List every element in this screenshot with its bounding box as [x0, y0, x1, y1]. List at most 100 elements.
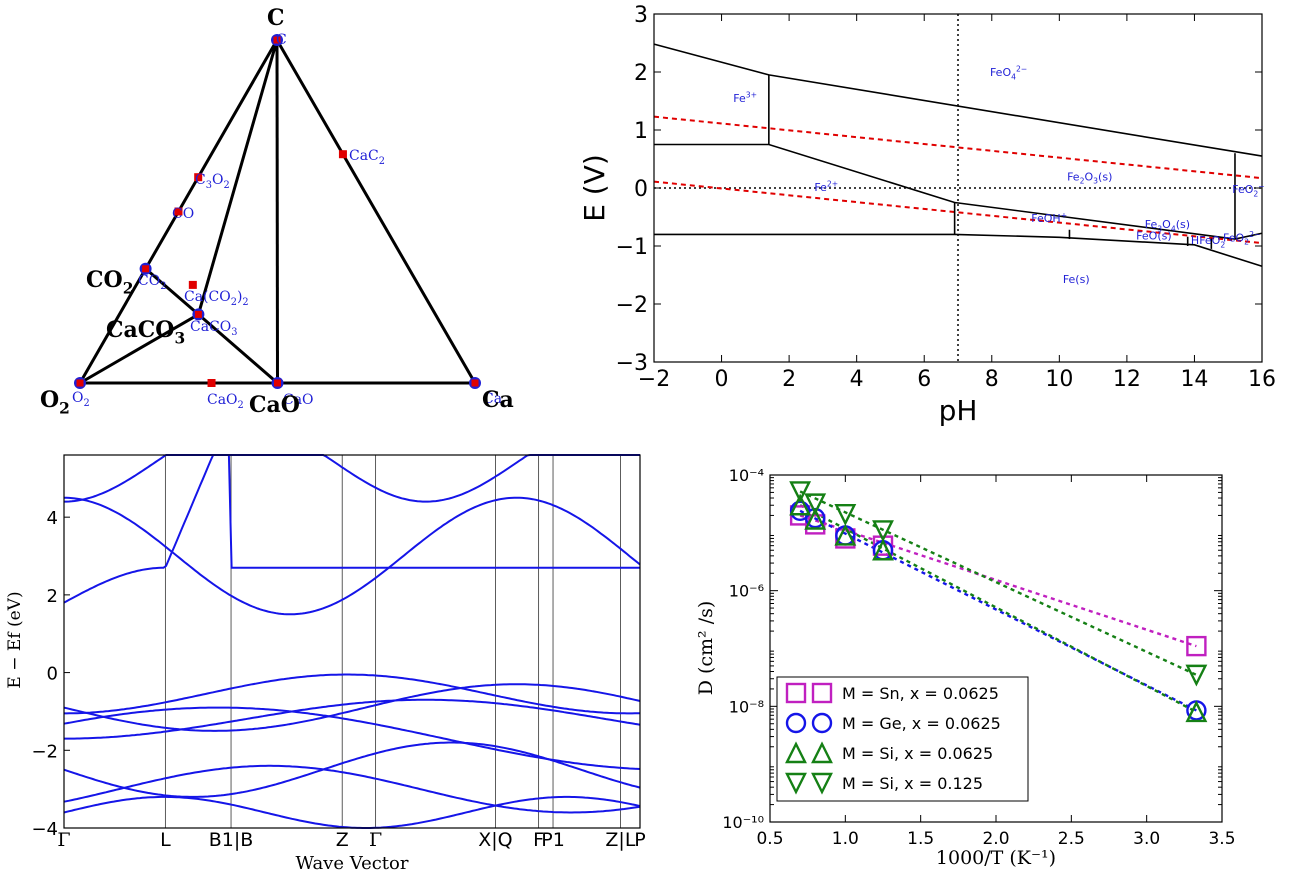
- y-axis-label: D (cm² /s): [695, 601, 717, 696]
- region-label: Fe2+: [814, 179, 838, 193]
- tie-line: [79, 313, 200, 385]
- x-tick-label: 0: [715, 367, 729, 392]
- kpoint-label: P: [634, 829, 645, 851]
- y-tick-label: −1: [616, 235, 648, 260]
- x-tick-label: 14: [1180, 367, 1208, 392]
- x-tick-label: 2: [782, 367, 796, 392]
- fit-line: [799, 504, 1197, 714]
- vertex-label-co2: CO2: [86, 267, 133, 298]
- unstable-phase-marker: [174, 207, 183, 216]
- data-point: [834, 523, 857, 546]
- y-tick-label: 2: [634, 61, 648, 86]
- x-tick-label: 3.5: [1208, 829, 1235, 849]
- kpoint-label: F: [533, 829, 544, 851]
- x-axis-label: Wave Vector: [296, 853, 409, 874]
- data-point: [872, 540, 894, 561]
- kpoint-label: Z|L: [605, 829, 635, 851]
- vertex-label-o2: O2: [40, 387, 70, 418]
- unstable-phase-marker: [207, 379, 216, 387]
- legend-marker: [811, 712, 833, 734]
- y-tick-label: 10⁻⁴: [729, 466, 764, 485]
- vertex-label-ca: Ca: [482, 387, 514, 413]
- data-point: [834, 503, 857, 526]
- tie-line: [196, 39, 279, 315]
- legend-marker: [785, 741, 807, 764]
- region-label: Fe3+: [733, 91, 757, 105]
- y-tick-label: 10⁻⁸: [729, 697, 764, 716]
- kpoint-label: X|Q: [478, 829, 512, 851]
- region-label: HFeO2−: [1191, 233, 1232, 250]
- y-tick-label: 0: [47, 664, 58, 685]
- unstable-phase-marker: [338, 150, 347, 159]
- legend: M = Sn, x = 0.0625 M = Ge, x = 0.0625 M = …: [776, 676, 1029, 802]
- phase-square-marker: [273, 36, 281, 44]
- x-axis-label: pH: [939, 394, 978, 427]
- legend-marker: [811, 682, 833, 704]
- vertex-label-caco3: CaCO3: [106, 317, 185, 348]
- data-point: [804, 493, 827, 516]
- x-tick-label: 1.5: [907, 829, 934, 849]
- band-curve: [63, 764, 641, 814]
- x-tick-label: 2.5: [1058, 829, 1085, 849]
- phase-label-co2: CO2: [138, 273, 166, 292]
- band-curve: [63, 454, 640, 604]
- x-tick-label: 0.5: [756, 829, 783, 849]
- fit-line: [799, 509, 1197, 712]
- vertex-label-c: C: [267, 5, 285, 31]
- legend-marker: [811, 741, 833, 764]
- kpoint-label: P1: [541, 829, 565, 851]
- y-tick-label: −4: [31, 819, 58, 840]
- legend-marker: [785, 772, 807, 795]
- kpoint-label: Γ: [57, 829, 70, 851]
- ternary-phase-diagram: CO2 CaCaOCO2CaCO3C3O2COCaC2Ca(CO2)2CaO2CO…: [40, 5, 514, 418]
- x-tick-label: 1.0: [832, 829, 859, 849]
- x-tick-label: 12: [1113, 367, 1141, 392]
- kpoint-label: Z: [336, 829, 349, 851]
- legend-label: M = Si, x = 0.125: [842, 774, 983, 793]
- fit-line: [799, 514, 1197, 648]
- y-tick-label: −2: [616, 293, 648, 318]
- plot-frame: [63, 454, 641, 829]
- y-tick-label: −3: [616, 351, 648, 376]
- phase-label-c: C: [276, 32, 287, 48]
- y-tick-label: −2: [31, 741, 58, 762]
- region-label: FeO(s): [1136, 230, 1171, 243]
- y-tick-label: 2: [47, 586, 58, 607]
- legend-label: M = Si, x = 0.0625: [842, 744, 993, 763]
- x-tick-label: 8: [985, 367, 999, 392]
- tie-line: [275, 39, 279, 384]
- data-point: [1186, 635, 1207, 657]
- data-point: [805, 514, 826, 535]
- band-curve: [63, 683, 641, 732]
- phase-square-marker: [142, 265, 150, 273]
- region-label: Fe2O3(s): [1067, 170, 1112, 185]
- data-point: [789, 481, 812, 504]
- data-point: [872, 538, 894, 561]
- band-curve: [64, 698, 641, 740]
- phase-label-c3o2: C3O2: [195, 172, 230, 191]
- diffusion-arrhenius-plot: 0.5 1.0 1.5 2.0 2.5 3.0 3.5 10⁻¹⁰ 10⁻⁸ 10⁻⁶ 10⁻⁴ 10…: [695, 466, 1236, 869]
- data-point: [789, 493, 812, 516]
- water-stability-line: [653, 180, 1263, 245]
- x-tick-label: 2.0: [982, 829, 1009, 849]
- y-tick-label: 3: [634, 3, 648, 28]
- band-curve: [64, 454, 640, 503]
- region-label: FeO42−: [990, 65, 1027, 82]
- phase-label-o2: O2: [72, 390, 90, 409]
- phase-label-cao: CaO: [283, 392, 314, 408]
- band-curve: [64, 673, 641, 715]
- y-tick-label: 4: [47, 508, 58, 529]
- phase-label-caco3: CaCO3: [190, 319, 237, 338]
- region-label: FeO22−: [1223, 230, 1260, 247]
- phase-label-cao2: CaO2: [207, 392, 244, 411]
- region-label: Fe(s): [1063, 273, 1090, 286]
- x-tick-label: −2: [638, 367, 670, 392]
- x-tick-label: 3.0: [1133, 829, 1160, 849]
- tie-line: [197, 313, 279, 385]
- fit-line: [799, 490, 1197, 676]
- data-point: [1185, 700, 1208, 723]
- data-point: [1185, 664, 1208, 687]
- legend-marker: [785, 712, 807, 734]
- y-tick-label: 10⁻⁶: [729, 582, 764, 601]
